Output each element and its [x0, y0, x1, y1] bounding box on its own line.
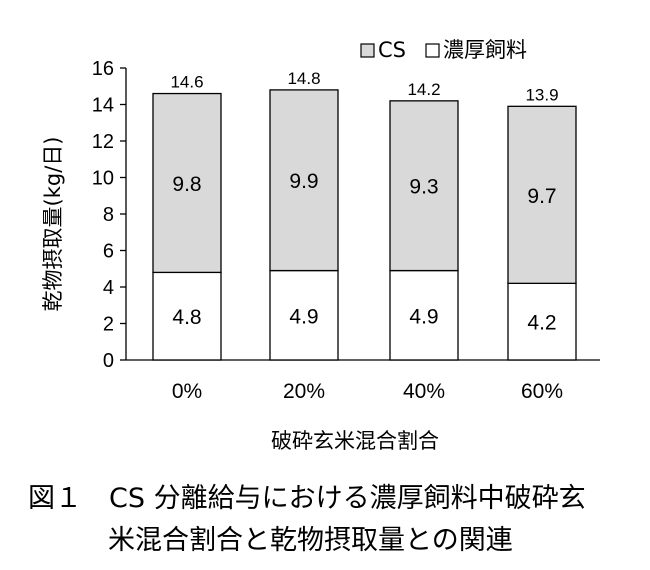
legend-label-cs: CS: [378, 38, 406, 62]
x-tick-label: 60%: [521, 380, 563, 403]
y-tick-label: 0: [103, 350, 114, 372]
y-tick-label: 6: [103, 241, 114, 263]
y-tick-label: 10: [92, 168, 114, 190]
bar-segment-cs: [507, 105, 577, 284]
data-label-concentrate: 4.8: [172, 306, 201, 329]
bar-segment-cs: [152, 92, 222, 274]
bar-segment-cs: [389, 100, 459, 272]
x-tick-label: 40%: [403, 380, 445, 403]
data-label-total: 14.2: [407, 80, 440, 99]
y-axis-title: 乾物摂取量(kg/日): [41, 137, 65, 312]
legend: CS 濃厚飼料: [360, 38, 527, 62]
y-tick-label: 8: [103, 204, 114, 226]
data-label-cs: 9.8: [172, 173, 201, 196]
y-tick-label: 14: [92, 95, 114, 117]
bar-segment-cs: [269, 89, 339, 272]
figure-caption-line-2: 米混合割合と乾物摂取量との関連: [108, 525, 513, 556]
data-label-total: 14.6: [170, 73, 203, 92]
bar-segment-concentrate: [389, 269, 459, 361]
data-label-total: 14.8: [287, 69, 320, 88]
data-label-cs: 9.3: [409, 176, 438, 199]
x-axis-title: 破砕玄米混合割合: [271, 429, 439, 453]
legend-swatch-cs: [360, 43, 375, 58]
data-label-cs: 9.9: [289, 170, 318, 193]
data-label-concentrate: 4.9: [289, 305, 318, 328]
legend-label-concentrate: 濃厚飼料: [443, 38, 527, 62]
y-tick-label: 16: [92, 58, 114, 80]
data-label-cs: 9.7: [527, 185, 556, 208]
figure-caption-line-1: 図１ CS 分離給与における濃厚飼料中破砕玄: [28, 483, 586, 514]
y-tick-label: 12: [92, 131, 114, 153]
plot-area: 0 2 4 6 8 10 12 14 16 4.8 9.8 14.6 0% 4.9 9.9 14.8 20% 4.…: [92, 58, 600, 403]
bar-segment-concentrate: [269, 269, 339, 361]
data-label-concentrate: 4.2: [527, 312, 556, 335]
data-label-total: 13.9: [525, 85, 558, 104]
legend-swatch-concentrate: [425, 43, 440, 58]
y-tick-label: 2: [103, 314, 114, 336]
bar-segment-concentrate: [152, 271, 222, 361]
data-label-concentrate: 4.9: [409, 305, 438, 328]
y-tick-label: 4: [103, 277, 114, 299]
x-tick-label: 20%: [283, 380, 325, 403]
stacked-bar-chart: 0 2 4 6 8 10 12 14 16 4.8 9.8 14.6 0% 4.9 9.9 14.8 20% 4.…: [41, 38, 600, 453]
x-tick-label: 0%: [172, 380, 202, 403]
